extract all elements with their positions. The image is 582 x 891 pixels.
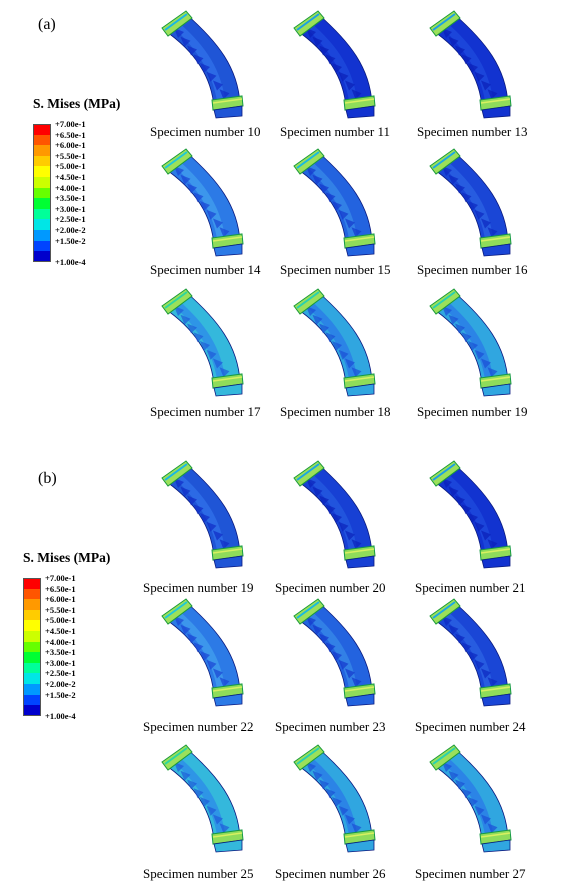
colorbar-tick-label: +3.50e-1 (55, 193, 86, 204)
colorbar-tick-label: +3.00e-1 (55, 203, 86, 214)
specimen-contour-plot (156, 596, 266, 708)
colorbar-tick-label: +2.50e-1 (55, 214, 86, 225)
specimen-caption: Specimen number 15 (280, 262, 391, 277)
colorbar-tick-label: +5.00e-1 (45, 615, 76, 626)
colorbar-tick-label: +7.00e-1 (55, 119, 86, 129)
colorbar-swatch (33, 145, 51, 156)
specimen-caption: Specimen number 20 (275, 580, 386, 595)
colorbar-swatch (23, 662, 41, 674)
specimen-contour-plot (156, 286, 266, 398)
specimen-caption: Specimen number 16 (417, 262, 528, 277)
colorbar-swatch (23, 631, 41, 642)
colorbar-swatch (23, 588, 41, 600)
colorbar-tick-label: +6.00e-1 (45, 594, 76, 605)
colorbar-swatch (23, 620, 41, 631)
colorbar-swatch (33, 155, 51, 167)
specimen-caption: Specimen number 11 (280, 124, 390, 139)
panel-a-label: (a) (38, 16, 56, 33)
specimen-caption: Specimen number 23 (275, 719, 386, 734)
colorbar-tick-label: +1.50e-2 (45, 689, 76, 700)
specimen-contour-plot (156, 146, 266, 258)
specimen-contour-plot (424, 458, 534, 570)
colorbar-tick-label: +1.50e-2 (55, 235, 86, 246)
specimen-contour-plot (424, 596, 534, 708)
colorbar-swatch (23, 673, 41, 684)
panel-b-legend: S. Mises (MPa) +7.00e-1 +6.50e-1 +6.00e-1 +… (23, 550, 113, 721)
specimen-contour-plot (156, 458, 266, 570)
colorbar-tick-label: +4.50e-1 (55, 172, 86, 182)
specimen-contour-plot (288, 286, 398, 398)
specimen-contour-plot (288, 742, 398, 854)
specimen-contour-plot (288, 8, 398, 120)
colorbar-tick-label: +6.50e-1 (55, 129, 86, 140)
colorbar-swatch (33, 208, 51, 220)
colorbar-swatch (33, 251, 51, 262)
specimen-caption: Specimen number 19 (143, 580, 254, 595)
colorbar-swatch (33, 198, 51, 209)
specimen-caption: Specimen number 26 (275, 866, 386, 881)
legend-title: S. Mises (MPa) (23, 550, 111, 565)
specimen-caption: Specimen number 13 (417, 124, 528, 139)
specimen-caption: Specimen number 10 (150, 124, 261, 139)
colorbar-swatch (23, 609, 41, 621)
legend-title: S. Mises (MPa) (33, 96, 121, 111)
colorbar-swatch (33, 187, 51, 199)
colorbar-swatch (33, 124, 51, 135)
colorbar-swatch (23, 641, 41, 653)
panel-a-legend: S. Mises (MPa) +7.00e-1 +6.50e-1 +6.00e-1 +… (33, 96, 123, 267)
colorbar-tick-label: +5.50e-1 (45, 604, 76, 615)
colorbar-tick-label: +2.50e-1 (45, 668, 76, 679)
specimen-caption: Specimen number 25 (143, 866, 254, 881)
colorbar-tick-label: +4.00e-1 (45, 636, 76, 647)
specimen-contour-plot (424, 742, 534, 854)
colorbar-tick-label: +1.00e-4 (45, 710, 76, 721)
colorbar-swatch (23, 694, 41, 706)
specimen-contour-plot (424, 8, 534, 120)
colorbar-tick-label: +4.00e-1 (55, 182, 86, 193)
colorbar-tick-label: +2.00e-2 (45, 679, 76, 689)
specimen-contour-plot (156, 742, 266, 854)
colorbar-tick-label: +6.00e-1 (55, 140, 86, 151)
specimen-caption: Specimen number 19 (417, 404, 528, 419)
colorbar-tick-label: +2.00e-2 (55, 225, 86, 235)
colorbar: +7.00e-1 +6.50e-1 +6.00e-1 +5.50e-1 +5.00e-1… (23, 573, 113, 721)
colorbar-tick-label: +3.50e-1 (45, 647, 76, 658)
colorbar-tick-label: +4.50e-1 (45, 626, 76, 636)
colorbar-tick-label: +1.00e-4 (55, 256, 86, 267)
specimen-caption: Specimen number 27 (415, 866, 526, 881)
colorbar: +7.00e-1 +6.50e-1 +6.00e-1 +5.50e-1 +5.00e-1… (33, 119, 123, 267)
colorbar-swatch (23, 599, 41, 610)
colorbar-swatch (33, 230, 51, 241)
specimen-caption: Specimen number 18 (280, 404, 391, 419)
specimen-contour-plot (288, 596, 398, 708)
colorbar-swatch (23, 578, 41, 589)
specimen-caption: Specimen number 24 (415, 719, 526, 734)
colorbar-swatch (33, 134, 51, 146)
panel-b-label: (b) (38, 470, 57, 487)
colorbar-swatch (33, 240, 51, 252)
colorbar-swatch (23, 652, 41, 663)
colorbar-tick-label: +5.00e-1 (55, 161, 86, 172)
colorbar-tick-label: +6.50e-1 (45, 583, 76, 594)
colorbar-swatch (33, 166, 51, 177)
colorbar-swatch (33, 177, 51, 188)
colorbar-swatch (33, 219, 51, 230)
colorbar-tick-label: +5.50e-1 (55, 150, 86, 161)
specimen-caption: Specimen number 21 (415, 580, 526, 595)
colorbar-swatch (23, 705, 41, 716)
specimen-contour-plot (156, 8, 266, 120)
specimen-contour-plot (288, 146, 398, 258)
specimen-caption: Specimen number 14 (150, 262, 261, 277)
specimen-contour-plot (424, 146, 534, 258)
specimen-caption: Specimen number 22 (143, 719, 254, 734)
specimen-contour-plot (424, 286, 534, 398)
specimen-contour-plot (288, 458, 398, 570)
colorbar-swatch (23, 684, 41, 695)
colorbar-tick-label: +7.00e-1 (45, 573, 76, 583)
specimen-caption: Specimen number 17 (150, 404, 261, 419)
colorbar-tick-label: +3.00e-1 (45, 657, 76, 668)
